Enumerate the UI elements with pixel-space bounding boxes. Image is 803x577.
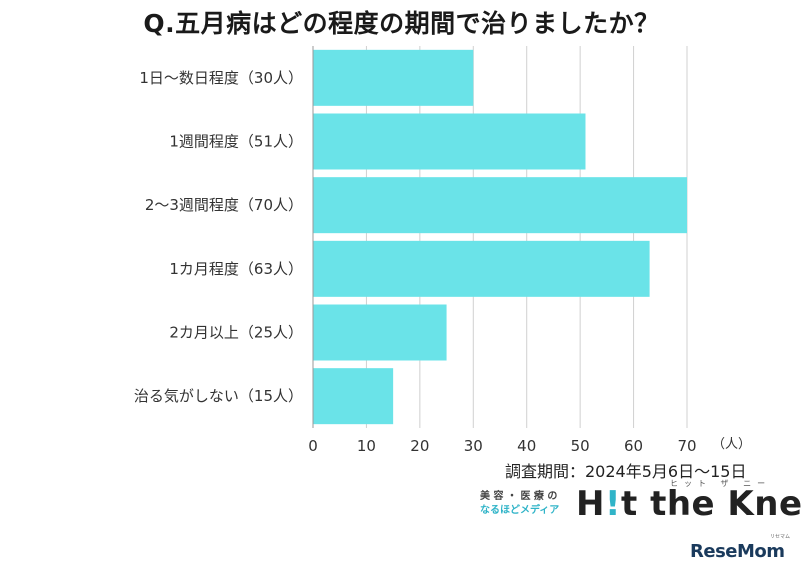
x-tick-label: 40 xyxy=(517,437,536,455)
x-tick-label: 30 xyxy=(464,437,483,455)
brand-tagline-line2: なるほどメディア xyxy=(480,505,560,516)
brand-name: H!t the Knee xyxy=(576,484,803,524)
source-ruby: リセマム xyxy=(770,534,791,540)
brand-name-prefix: H xyxy=(576,484,605,524)
category-label: 2カ月以上（25人） xyxy=(169,324,303,342)
bar xyxy=(313,113,586,170)
x-tick-label: 20 xyxy=(410,437,429,455)
brand-ruby: ヒット ザ ニー xyxy=(670,479,772,488)
brand-name-bang: ! xyxy=(604,484,621,524)
source-logo: ReseMom xyxy=(690,541,785,562)
bars xyxy=(313,49,687,425)
category-label: 1日～数日程度（30人） xyxy=(139,69,303,87)
x-tick-label: 70 xyxy=(677,437,696,455)
category-label: 治る気がしない（15人） xyxy=(134,387,303,405)
bar xyxy=(313,304,447,361)
bar xyxy=(313,49,474,106)
brand-tagline-line1: 美 容 ・ 医 療 の xyxy=(480,491,558,502)
bar xyxy=(313,240,650,297)
brand-name-rest: t the Knee xyxy=(620,484,803,524)
x-tick-label: 0 xyxy=(308,437,318,455)
survey-period: 調査期間：2024年5月6日～15日 xyxy=(505,462,747,481)
category-label: 1週間程度（51人） xyxy=(169,133,303,151)
chart-title: Q.五月病はどの程度の期間で治りましたか？ xyxy=(143,9,660,38)
bar xyxy=(313,177,687,234)
x-tick-label: 10 xyxy=(357,437,376,455)
x-tick-label: 60 xyxy=(624,437,643,455)
category-label: 2～3週間程度（70人） xyxy=(145,196,303,214)
grid-lines xyxy=(365,46,688,428)
bar xyxy=(313,368,394,425)
brand-logo: 美 容 ・ 医 療 の なるほどメディア ヒット ザ ニー H!t the Kn… xyxy=(480,479,803,524)
x-unit-label: （人） xyxy=(712,437,751,452)
x-tick-labels: 0 10 20 30 40 50 60 70 xyxy=(308,437,696,455)
category-labels: 1日～数日程度（30人） 1週間程度（51人） 2～3週間程度（70人） 1カ月程度（… xyxy=(134,69,303,405)
brand-tagline: 美 容 ・ 医 療 の なるほどメディア xyxy=(480,490,559,518)
x-tick-label: 50 xyxy=(571,437,590,455)
category-label: 1カ月程度（63人） xyxy=(169,260,303,278)
